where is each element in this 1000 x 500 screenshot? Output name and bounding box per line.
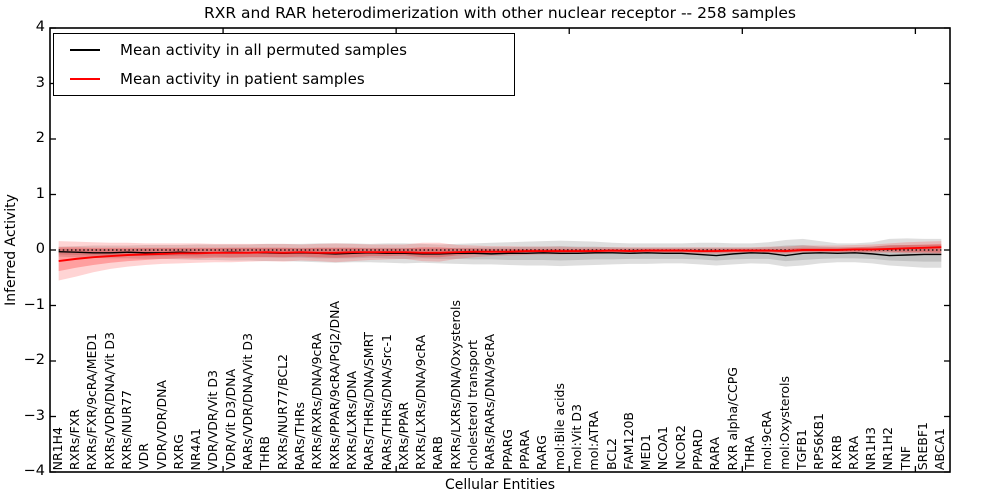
x-category-label: PPARA: [516, 430, 532, 470]
x-category-label: VDR: [136, 443, 152, 470]
x-category-label: RXRs/LXRs/DNA/Oxysterols: [447, 300, 463, 470]
legend-label-permuted: Mean activity in all permuted samples: [120, 40, 407, 59]
y-tick-label: 4: [35, 19, 45, 35]
x-category-label: RARs/THRs: [291, 401, 307, 470]
x-category-label: RXRB: [828, 435, 844, 470]
x-category-label: RARG: [534, 434, 550, 470]
y-tick-label: 1: [35, 185, 45, 202]
x-category-label: mol:Bile acids: [551, 382, 567, 470]
x-category-label: PPARD: [690, 428, 706, 470]
series-line-patient: [58, 246, 942, 263]
x-category-label: RXRs/NUR77/BCL2: [274, 354, 290, 470]
x-category-label: RXRs/LXRs/DNA/9cRA: [413, 335, 429, 470]
x-category-label: RARB: [430, 436, 446, 470]
y-tick-label: 3: [35, 74, 45, 91]
x-category-label: VDR/Vit D3/DNA: [222, 368, 238, 470]
x-category-label: NR4A1: [188, 427, 204, 471]
permuted-line-sample-icon: [70, 49, 100, 51]
x-category-label: VDR/VDR/DNA: [153, 380, 169, 470]
y-tick-label: −1: [23, 296, 45, 313]
x-category-label: RARs/VDR/DNA/Vit D3: [240, 332, 256, 470]
legend-entry-permuted: Mean activity in all permuted samples: [70, 39, 514, 61]
legend: Mean activity in all permuted samples Me…: [53, 33, 515, 96]
x-category-label: RXRs/VDR/DNA/Vit D3: [101, 332, 117, 470]
x-category-label: NR1H4: [49, 426, 65, 470]
x-category-label: cholesterol transport: [465, 339, 481, 470]
x-category-label: RXRA: [845, 436, 861, 470]
x-category-label: RXRs/LXRs/DNA: [343, 370, 359, 470]
x-category-label: NR1H3: [863, 426, 879, 470]
x-category-label: NCOA1: [655, 425, 671, 470]
y-tick-label: 2: [35, 130, 45, 146]
legend-entry-patient: Mean activity in patient samples: [70, 68, 514, 90]
x-category-label: RXRs/FXR: [66, 408, 82, 470]
x-category-label: PPARG: [499, 428, 515, 470]
x-category-label: BCL2: [603, 437, 619, 470]
x-category-label: THRA: [741, 436, 757, 470]
x-category-label: RARs/THRs/DNA/Src-1: [378, 333, 394, 470]
x-category-label: mol:Vit D3: [568, 404, 584, 470]
x-category-label: RXRs/NUR77: [118, 390, 134, 470]
x-category-label: NR1H2: [880, 426, 896, 470]
x-category-label: VDR/VDR/Vit D3: [205, 369, 221, 470]
x-category-label: TGFB1: [793, 428, 809, 470]
x-category-label: RXRs/FXR/9cRA/MED1: [84, 332, 100, 470]
x-category-label: NCOR2: [672, 425, 688, 470]
x-category-label: SREBF1: [915, 421, 931, 470]
x-category-label: TNF: [897, 445, 913, 470]
x-category-label: RXRG: [170, 434, 186, 470]
x-category-label: RXRs/PPAR/9cRA/PGJ2/DNA: [326, 301, 342, 470]
x-category-label: RXR alpha/CCPG: [724, 366, 740, 470]
x-category-label: mol:ATRA: [586, 410, 602, 470]
x-category-label: mol:Oxysterols: [776, 376, 792, 470]
x-category-label: RARA: [707, 436, 723, 470]
y-tick-label: −3: [23, 407, 45, 424]
legend-label-patient: Mean activity in patient samples: [120, 69, 365, 88]
y-tick-label: 0: [35, 241, 45, 257]
x-category-label: RXRs/PPAR: [395, 401, 411, 470]
x-category-label: RARs/RARs/DNA/9cRA: [482, 334, 498, 470]
y-tick-label: −4: [23, 463, 45, 479]
x-category-label: mol:9cRA: [759, 410, 775, 470]
x-category-label: THRB: [257, 435, 273, 470]
x-category-label: MED1: [638, 433, 654, 470]
x-category-label: FAM120B: [620, 412, 636, 470]
patient-line-sample-icon: [70, 78, 100, 80]
x-category-label: RARs/THRs/DNA/SMRT: [361, 331, 377, 470]
x-category-label: RPS6KB1: [811, 413, 827, 470]
x-category-label: RXRs/RXRs/DNA/9cRA: [309, 333, 325, 470]
x-axis-label: Cellular Entities: [444, 477, 556, 493]
x-category-label: ABCA1: [932, 427, 948, 470]
y-tick-label: −2: [23, 352, 45, 368]
chart-title: RXR and RAR heterodimerization with othe…: [203, 4, 797, 22]
